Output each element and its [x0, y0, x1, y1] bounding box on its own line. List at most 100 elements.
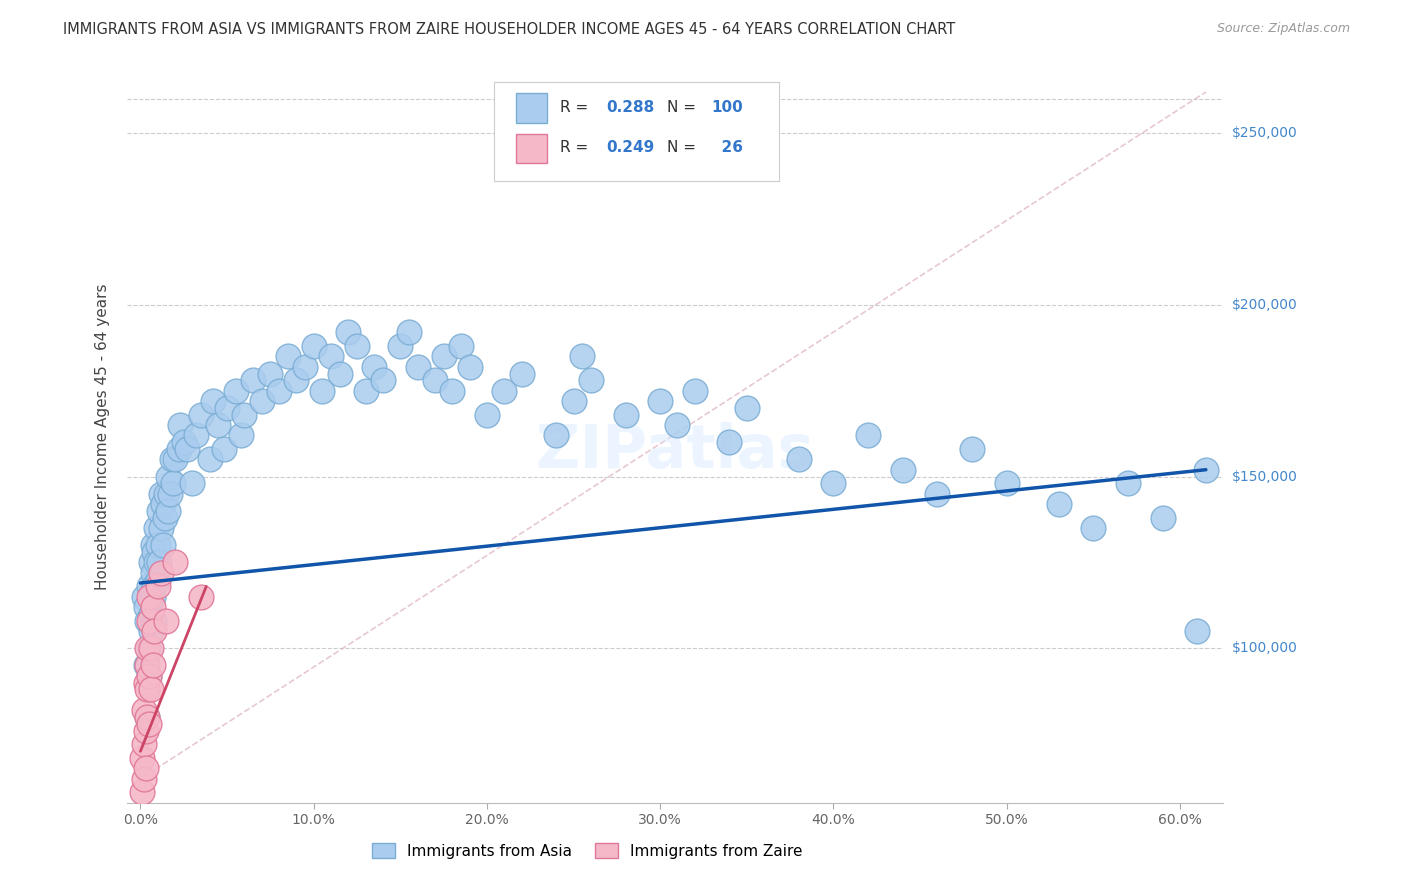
- Point: [787, 452, 810, 467]
- Point: [138, 669, 160, 683]
- Point: [432, 350, 454, 364]
- Point: [157, 504, 180, 518]
- Point: [233, 408, 256, 422]
- Point: [995, 476, 1018, 491]
- Point: [571, 350, 593, 364]
- Point: [141, 566, 163, 580]
- Point: [294, 359, 316, 374]
- Point: [132, 703, 155, 717]
- Point: [225, 384, 247, 398]
- FancyBboxPatch shape: [494, 82, 779, 181]
- Point: [153, 510, 176, 524]
- Point: [157, 469, 180, 483]
- Point: [143, 545, 166, 559]
- Point: [143, 624, 166, 639]
- Point: [1152, 510, 1174, 524]
- Text: $150,000: $150,000: [1232, 469, 1298, 483]
- Point: [184, 428, 207, 442]
- Bar: [516, 134, 547, 163]
- Point: [135, 658, 157, 673]
- Point: [139, 607, 162, 621]
- Point: [337, 326, 360, 340]
- Point: [148, 556, 170, 570]
- Point: [135, 675, 157, 690]
- Text: R =: R =: [560, 140, 593, 155]
- Point: [132, 590, 155, 604]
- Point: [259, 367, 281, 381]
- Point: [138, 716, 160, 731]
- Point: [146, 579, 169, 593]
- Point: [139, 556, 162, 570]
- Point: [683, 384, 706, 398]
- Text: $250,000: $250,000: [1232, 126, 1298, 140]
- Bar: [516, 94, 547, 122]
- Point: [406, 359, 429, 374]
- Point: [302, 339, 325, 353]
- Point: [143, 579, 166, 593]
- Text: N =: N =: [668, 140, 702, 155]
- Text: R =: R =: [560, 100, 593, 115]
- Point: [242, 373, 264, 387]
- Point: [139, 641, 162, 656]
- Point: [176, 442, 198, 456]
- Point: [229, 428, 252, 442]
- Point: [165, 556, 187, 570]
- Point: [150, 487, 173, 501]
- Point: [136, 710, 159, 724]
- Point: [132, 738, 155, 752]
- Point: [136, 614, 159, 628]
- Point: [150, 566, 173, 580]
- Point: [311, 384, 333, 398]
- Point: [146, 573, 169, 587]
- Point: [136, 658, 159, 673]
- Point: [329, 367, 352, 381]
- Point: [207, 418, 229, 433]
- Point: [138, 669, 160, 683]
- Point: [152, 538, 174, 552]
- Point: [666, 418, 689, 433]
- Text: 0.249: 0.249: [606, 140, 654, 155]
- Point: [735, 401, 758, 415]
- Point: [441, 384, 464, 398]
- Point: [150, 521, 173, 535]
- Point: [141, 590, 163, 604]
- Point: [138, 579, 160, 593]
- Point: [856, 428, 879, 442]
- Point: [138, 590, 160, 604]
- Point: [173, 435, 195, 450]
- Point: [143, 614, 166, 628]
- Point: [198, 452, 221, 467]
- Point: [1083, 521, 1105, 535]
- Point: [614, 408, 637, 422]
- Point: [562, 394, 585, 409]
- Point: [131, 785, 153, 799]
- Point: [190, 408, 212, 422]
- Point: [546, 428, 568, 442]
- Point: [1195, 463, 1218, 477]
- Point: [132, 772, 155, 786]
- Point: [138, 614, 160, 628]
- Point: [148, 504, 170, 518]
- Point: [927, 487, 949, 501]
- Point: [202, 394, 225, 409]
- Point: [510, 367, 533, 381]
- Point: [146, 538, 169, 552]
- Point: [160, 452, 183, 467]
- Point: [162, 476, 184, 491]
- Point: [650, 394, 672, 409]
- Point: [579, 373, 602, 387]
- Point: [277, 350, 299, 364]
- Point: [250, 394, 273, 409]
- Point: [398, 326, 420, 340]
- Point: [155, 487, 177, 501]
- Point: [371, 373, 394, 387]
- Point: [131, 751, 153, 765]
- Text: 0.288: 0.288: [606, 100, 654, 115]
- Point: [155, 614, 177, 628]
- Text: 100: 100: [711, 100, 742, 115]
- Text: ZIPatlas: ZIPatlas: [536, 422, 814, 481]
- Point: [152, 497, 174, 511]
- Point: [823, 476, 845, 491]
- Point: [1116, 476, 1139, 491]
- Point: [267, 384, 290, 398]
